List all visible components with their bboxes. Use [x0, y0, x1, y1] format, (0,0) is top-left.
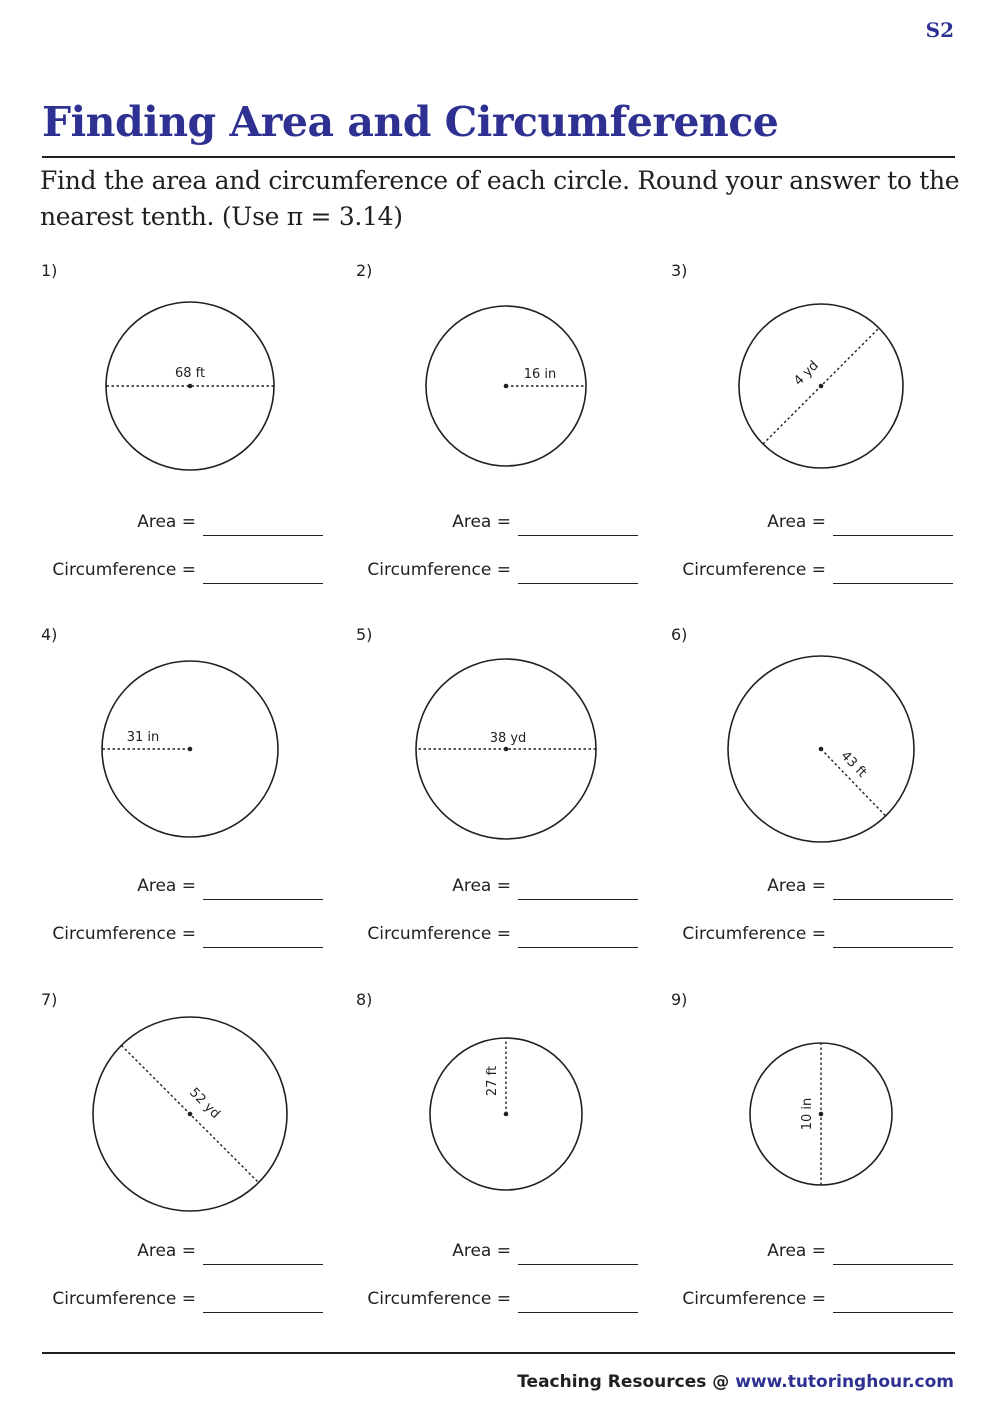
- circumference-answer-blank[interactable]: [518, 583, 638, 584]
- circle-4: [101, 660, 279, 838]
- area-answer-blank[interactable]: [203, 899, 323, 900]
- area-label: Area =: [452, 512, 511, 532]
- circumference-label: Circumference =: [367, 924, 511, 944]
- circumference-answer-blank[interactable]: [203, 947, 323, 948]
- measure-label: 27 ft: [485, 1066, 500, 1096]
- footer-link[interactable]: www.tutoringhour.com: [735, 1372, 954, 1392]
- circumference-answer-blank[interactable]: [203, 583, 323, 584]
- circumference-answer-blank[interactable]: [833, 947, 953, 948]
- problem-number: 5): [356, 625, 373, 644]
- area-answer-blank[interactable]: [833, 899, 953, 900]
- area-answer-blank[interactable]: [518, 899, 638, 900]
- center-point: [503, 746, 509, 752]
- circumference-label: Circumference =: [367, 560, 511, 580]
- measure-label: 38 yd: [490, 731, 527, 746]
- circumference-answer-blank[interactable]: [833, 583, 953, 584]
- circumference-label: Circumference =: [682, 924, 826, 944]
- area-answer-blank[interactable]: [203, 1264, 323, 1265]
- circumference-label: Circumference =: [52, 924, 196, 944]
- circle-6: [727, 655, 915, 843]
- center-point: [818, 383, 824, 389]
- area-label: Area =: [452, 1241, 511, 1261]
- area-label: Area =: [137, 876, 196, 896]
- circumference-label: Circumference =: [367, 1289, 511, 1309]
- area-label: Area =: [137, 512, 196, 532]
- center-point: [818, 1111, 824, 1117]
- measure-label: 52 yd: [186, 1085, 223, 1122]
- circumference-label: Circumference =: [682, 1289, 826, 1309]
- problem-number: 4): [41, 625, 58, 644]
- title-divider: [42, 156, 955, 158]
- area-label: Area =: [452, 876, 511, 896]
- circle-2: [425, 305, 587, 467]
- center-point: [187, 746, 193, 752]
- center-point: [503, 1111, 509, 1117]
- circumference-answer-blank[interactable]: [518, 947, 638, 948]
- footer-text: Teaching Resources @: [517, 1372, 736, 1392]
- sheet-code: S2: [925, 18, 954, 42]
- measure-label: 16 in: [524, 367, 557, 382]
- circumference-label: Circumference =: [52, 560, 196, 580]
- problem-number: 6): [671, 625, 688, 644]
- page-title: Finding Area and Circumference: [42, 98, 779, 146]
- area-answer-blank[interactable]: [518, 535, 638, 536]
- measure-label: 10 in: [800, 1098, 815, 1131]
- center-point: [187, 383, 193, 389]
- radius-line: [820, 748, 887, 817]
- problem-number: 9): [671, 990, 688, 1009]
- area-answer-blank[interactable]: [833, 535, 953, 536]
- area-answer-blank[interactable]: [518, 1264, 638, 1265]
- footer-divider: [42, 1352, 955, 1354]
- circle-3: [738, 303, 904, 469]
- center-point: [503, 383, 509, 389]
- problem-number: 2): [356, 261, 373, 280]
- circumference-answer-blank[interactable]: [518, 1312, 638, 1313]
- problem-number: 1): [41, 261, 58, 280]
- area-answer-blank[interactable]: [833, 1264, 953, 1265]
- instructions: Find the area and circumference of each …: [40, 166, 960, 231]
- footer: Teaching Resources @ www.tutoringhour.co…: [517, 1372, 954, 1392]
- circle-7: [92, 1016, 288, 1212]
- circumference-answer-blank[interactable]: [203, 1312, 323, 1313]
- measure-label: 4 yd: [791, 358, 822, 389]
- measure-label: 68 ft: [175, 366, 205, 381]
- problem-number: 8): [356, 990, 373, 1009]
- circumference-answer-blank[interactable]: [833, 1312, 953, 1313]
- area-label: Area =: [137, 1241, 196, 1261]
- measure-label: 31 in: [127, 730, 160, 745]
- area-label: Area =: [767, 1241, 826, 1261]
- area-label: Area =: [767, 512, 826, 532]
- center-point: [818, 746, 824, 752]
- area-label: Area =: [767, 876, 826, 896]
- problem-number: 3): [671, 261, 688, 280]
- area-answer-blank[interactable]: [203, 535, 323, 536]
- measure-label: 43 ft: [838, 749, 870, 781]
- circumference-label: Circumference =: [52, 1289, 196, 1309]
- circumference-label: Circumference =: [682, 560, 826, 580]
- center-point: [187, 1111, 193, 1117]
- problem-number: 7): [41, 990, 58, 1009]
